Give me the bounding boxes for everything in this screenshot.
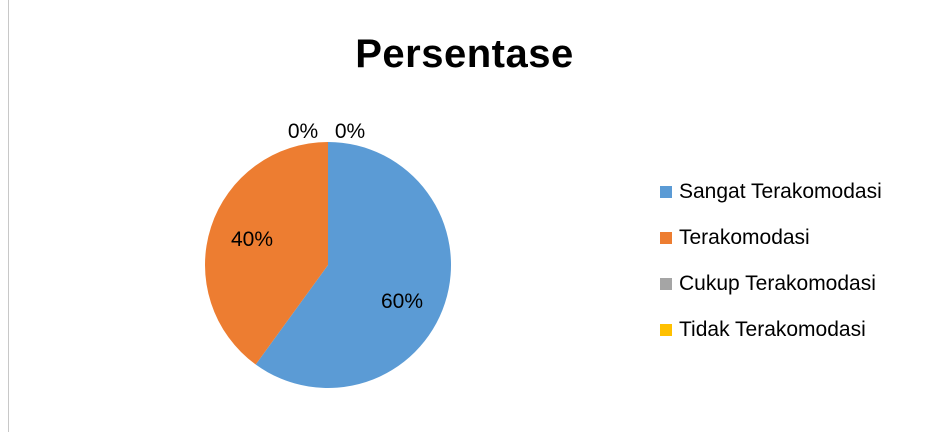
legend-item-cukup-terakomodasi: Cukup Terakomodasi	[660, 272, 882, 296]
legend: Sangat Terakomodasi Terakomodasi Cukup T…	[660, 180, 882, 364]
legend-swatch	[660, 324, 672, 336]
legend-swatch	[660, 186, 672, 198]
data-label-cukup-terakomodasi: 0%	[288, 120, 318, 143]
chart-border	[8, 0, 9, 432]
slice-terakomodasi	[204, 142, 328, 365]
chart-title: Persentase	[355, 32, 574, 76]
data-label-terakomodasi: 40%	[231, 228, 273, 251]
data-label-sangat-terakomodasi: 60%	[381, 290, 423, 313]
legend-swatch	[660, 278, 672, 290]
legend-swatch	[660, 232, 672, 244]
legend-item-terakomodasi: Terakomodasi	[660, 226, 882, 250]
data-label-tidak-terakomodasi: 0%	[335, 120, 365, 143]
legend-item-tidak-terakomodasi: Tidak Terakomodasi	[660, 318, 882, 342]
legend-label: Sangat Terakomodasi	[679, 180, 882, 203]
slice-sangat-terakomodasi	[255, 142, 451, 388]
legend-label: Tidak Terakomodasi	[679, 318, 866, 341]
legend-label: Cukup Terakomodasi	[679, 272, 876, 295]
legend-item-sangat-terakomodasi: Sangat Terakomodasi	[660, 180, 882, 204]
legend-label: Terakomodasi	[679, 226, 810, 249]
